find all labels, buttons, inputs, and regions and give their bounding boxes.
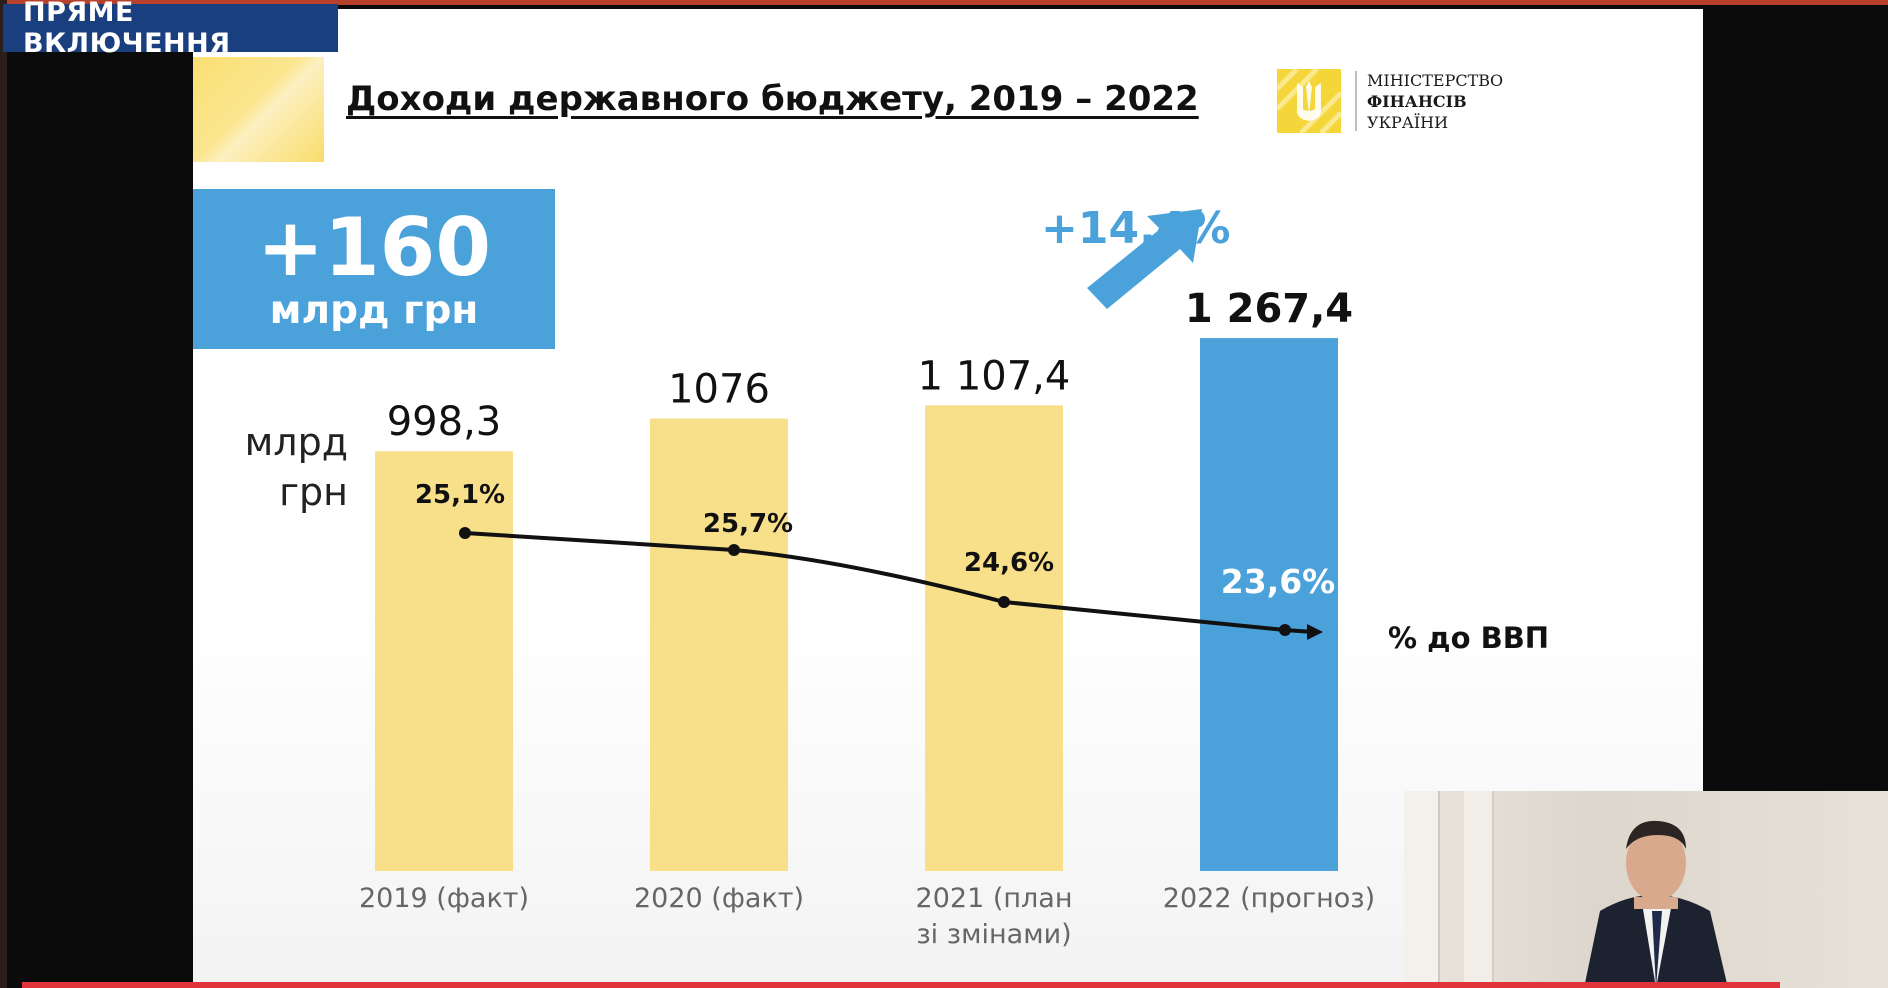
highlight-value: +160 [256,201,492,294]
line-point [459,527,471,539]
category-label: 2020 (факт) [634,883,804,914]
gdp-share-label: 25,1% [415,480,505,510]
category-label: 2019 (факт) [359,883,529,914]
bar-value-label: 998,3 [387,399,502,445]
ministry-name-line3: УКРАЇНИ [1367,112,1449,132]
trident-emblem-icon [1277,69,1341,133]
revenue-chart: 998,3 1076 1 107,4 1 267,4 2019 (факт) 2020 … [359,209,1375,950]
window-left-edge [0,0,7,988]
unit-label-line1: млрд [244,420,348,464]
line-point [998,596,1010,608]
highlight-unit: млрд грн [269,288,479,333]
line-series-label: % до ВВП [1388,621,1550,655]
highlight-box: +160 млрд грн [193,189,555,349]
ministry-divider [1355,71,1357,131]
slide-title: Доходи державного бюджету, 2019 – 2022 [346,79,1199,119]
line-point [1279,624,1291,636]
bar-value-label: 1076 [668,367,770,413]
gdp-share-label: 25,7% [703,509,793,539]
growth-label: +14,4% [1041,203,1231,254]
gdp-share-line [464,531,1314,634]
ministry-name-line2: ФІНАНСІВ [1367,91,1467,111]
decorative-yellow-block [193,57,324,162]
bar-value-label: 1 267,4 [1185,286,1353,332]
presenter-video-inset [1404,791,1888,988]
bar-value-label: 1 107,4 [918,353,1071,399]
growth-arrow-icon [1087,209,1202,309]
category-label: 2022 (прогноз) [1163,883,1375,914]
ministry-name: МІНІСТЕРСТВО ФІНАНСІВ УКРАЇНИ [1367,70,1503,133]
bar-3 [1200,338,1338,871]
ministry-name-line1: МІНІСТЕРСТВО [1367,70,1504,90]
ticker-line [22,982,1780,988]
ministry-logo: МІНІСТЕРСТВО ФІНАНСІВ УКРАЇНИ [1277,69,1503,133]
category-label: зі змінами) [916,919,1071,950]
line-point [728,544,740,556]
bar-2 [925,405,1063,871]
gdp-share-label: 24,6% [964,548,1054,578]
line-arrowhead [1307,624,1323,640]
category-label: 2021 (план [916,883,1073,914]
background-pillar [1404,791,1440,988]
background-pillar [1464,791,1494,988]
unit-label-line2: грн [279,470,348,514]
bar-0 [375,451,513,871]
gdp-share-label: 23,6% [1221,562,1336,601]
y-axis-unit-label: млрд грн [228,417,348,517]
presenter-figure [1584,820,1728,988]
bar-1 [650,418,788,871]
window-top-edge [0,0,1888,5]
live-broadcast-badge: ПРЯМЕ ВКЛЮЧЕННЯ [3,0,338,59]
